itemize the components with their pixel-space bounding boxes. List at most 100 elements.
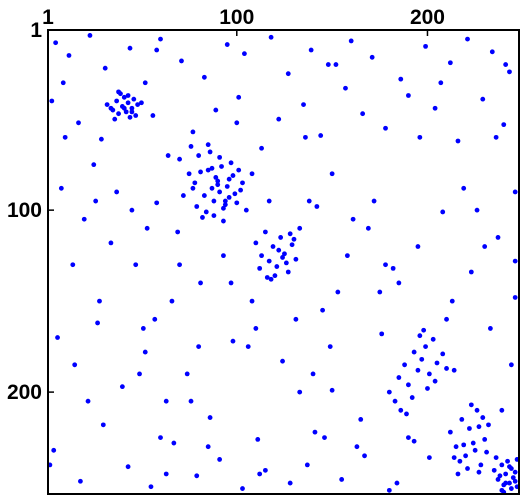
- point: [213, 107, 219, 113]
- point: [396, 375, 402, 380]
- point: [278, 235, 284, 240]
- point: [512, 295, 518, 300]
- point: [505, 458, 510, 464]
- point: [318, 133, 324, 138]
- point: [127, 114, 133, 120]
- point: [232, 191, 238, 197]
- point: [249, 171, 255, 177]
- point: [135, 102, 141, 108]
- point: [215, 178, 221, 184]
- point: [201, 193, 207, 198]
- point: [125, 464, 131, 470]
- point: [129, 105, 135, 111]
- point: [398, 76, 404, 82]
- point: [142, 80, 148, 86]
- point: [285, 269, 291, 275]
- point: [62, 134, 68, 140]
- point: [440, 209, 446, 215]
- point: [348, 38, 354, 44]
- point: [503, 62, 509, 67]
- point: [129, 109, 135, 115]
- point: [85, 398, 91, 404]
- point: [285, 71, 291, 77]
- point: [242, 51, 247, 57]
- point: [253, 326, 259, 331]
- point: [219, 164, 224, 169]
- point: [236, 94, 242, 100]
- point: [234, 200, 240, 206]
- point: [108, 105, 114, 111]
- point: [362, 453, 367, 459]
- point: [93, 198, 99, 204]
- point: [465, 36, 470, 42]
- point: [503, 480, 509, 486]
- point: [200, 215, 205, 220]
- point: [53, 40, 59, 46]
- point: [283, 260, 289, 266]
- point: [432, 105, 438, 111]
- point: [188, 144, 194, 149]
- point: [282, 251, 287, 257]
- point: [205, 444, 211, 450]
- point: [394, 480, 400, 486]
- point: [465, 466, 470, 471]
- point: [426, 371, 432, 377]
- point: [228, 280, 234, 286]
- point: [297, 389, 303, 395]
- point: [470, 440, 476, 446]
- point: [493, 134, 499, 140]
- point: [377, 289, 383, 295]
- point: [497, 473, 503, 479]
- point: [314, 204, 320, 209]
- point: [480, 415, 486, 420]
- point: [486, 422, 491, 428]
- point: [266, 258, 272, 264]
- point: [121, 94, 127, 100]
- plot-frame: [47, 29, 520, 495]
- point: [406, 435, 411, 440]
- point: [224, 42, 230, 47]
- x-tick-label: 1: [42, 6, 54, 29]
- point: [358, 416, 364, 422]
- point: [510, 475, 516, 481]
- point: [404, 411, 409, 417]
- point: [116, 111, 121, 117]
- point: [158, 435, 163, 440]
- point: [489, 49, 495, 55]
- point: [482, 244, 488, 249]
- point: [402, 362, 407, 368]
- point: [339, 477, 345, 482]
- point: [142, 349, 148, 355]
- point: [276, 247, 282, 253]
- point: [308, 47, 314, 53]
- point: [163, 398, 169, 404]
- point: [453, 444, 459, 450]
- point: [240, 486, 245, 491]
- point: [198, 280, 203, 286]
- point: [148, 484, 154, 490]
- point: [354, 444, 360, 450]
- point: [266, 198, 272, 204]
- point: [333, 62, 339, 67]
- point: [133, 262, 139, 268]
- point: [463, 453, 469, 459]
- point: [49, 98, 55, 104]
- point: [411, 349, 417, 355]
- point: [272, 273, 278, 279]
- point: [190, 129, 196, 135]
- point: [226, 176, 232, 182]
- point: [484, 449, 489, 455]
- point: [230, 338, 236, 344]
- point: [253, 240, 259, 246]
- point: [421, 327, 427, 333]
- point: [104, 102, 110, 108]
- point: [221, 218, 226, 224]
- point: [301, 102, 306, 108]
- point: [207, 415, 213, 420]
- point: [430, 336, 436, 342]
- point: [190, 185, 196, 191]
- point: [158, 36, 163, 42]
- plot-marks: [47, 33, 520, 495]
- point: [386, 487, 392, 493]
- point: [508, 362, 514, 368]
